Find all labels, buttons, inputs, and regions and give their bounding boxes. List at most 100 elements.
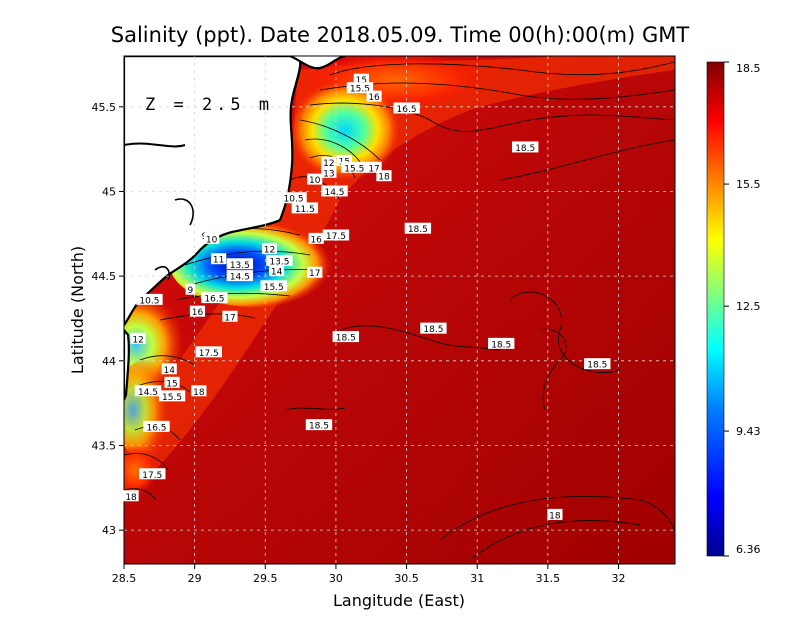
contour-label: 13 [321,166,337,179]
contour-label-box [321,185,348,197]
contour-label: 16 [366,90,382,103]
contour-label-box [341,161,368,173]
contour-label-box [261,243,278,255]
chart-title: Salinity (ppt). Date 2018.05.09. Time 00… [111,23,690,47]
contour-label: 15.5 [341,161,368,174]
contour-label-box [584,358,611,370]
colorbar-tick-label: 12.5 [736,300,761,313]
contour-label: 12 [321,156,337,169]
contour-label: 18.5 [404,222,432,235]
depth-annotation: Z = 2.5 m [145,95,273,115]
contour-label: 10 [307,173,323,186]
contour-label-box [134,385,162,397]
contour-label: 12 [130,332,146,345]
contour-label-text: 14 [163,366,175,376]
y-tick-label: 45.5 [92,101,117,114]
contour-label-box [266,254,293,266]
contour-label-box [346,82,374,94]
contour-label-box [185,283,196,295]
contour-label-text: 15.5 [264,283,284,293]
contour-label-box [488,337,515,349]
colorbar [706,61,725,557]
contour-label-text: 13.5 [230,261,250,271]
contour-label-text: 16 [368,93,380,103]
x-tick-label: 32 [611,572,625,585]
colorbar-tick-label: 6.36 [736,543,761,556]
contour-label-text: 15 [356,76,367,86]
contour-label-box [189,305,206,317]
contour-label-text: 17 [224,313,235,323]
contour-label: 14 [161,363,177,376]
danube-plume [170,223,340,307]
contour-label: 18.5 [420,322,447,335]
contour-label-text: 18.5 [587,361,607,371]
contour-label-box [222,310,238,322]
contour-label: 17.5 [322,229,350,242]
contour-label-text: 13 [323,169,334,179]
contour-label-text: 17.5 [199,349,219,359]
colorbar-tick-label: 15.5 [736,178,761,191]
contour-label-box [353,73,369,85]
y-tick-label: 44.5 [92,270,117,283]
contour-label: 16.5 [393,102,420,115]
contour-label: 18.5 [488,337,515,350]
contour-label: 18 [547,508,563,521]
y-axis-label: Latitude (North) [68,246,87,374]
contour-label-text: 10 [309,176,321,186]
contour-label: 12 [261,243,278,256]
contour-label-box [307,266,323,278]
contour-label-text: 18 [125,493,137,503]
contour-label-text: 14.5 [230,273,250,283]
contour-label-text: 15.5 [344,164,364,174]
contour-label: 15.5 [158,390,186,403]
contour-label: 17.5 [139,468,166,481]
contour-label-box [226,270,254,282]
contour-label-box [321,166,337,178]
contour-label: 13.5 [226,258,254,271]
contour-label: 14.5 [226,270,254,283]
contour-label: 9 [185,283,196,296]
contour-label-text: 12 [132,335,143,345]
y-tick-label: 43 [102,524,116,537]
contour-label-box [211,253,227,265]
contour-label-box [376,170,392,182]
contour-label-text: 15.5 [162,393,182,403]
contour-label-text: 16.5 [397,105,417,115]
contour-label-box [268,265,285,277]
contour-label-text: 10.5 [284,195,304,205]
contour-label: 18.5 [305,419,333,432]
x-tick-label: 31.5 [536,572,561,585]
contour-label-text: 14 [271,268,283,278]
contour-label: 17 [222,310,238,323]
contour-label: 18 [191,385,207,398]
contour-label: 18.5 [584,358,611,371]
land-areas [124,56,346,401]
contour-label: 15 [353,73,369,86]
contour-label-text: 15 [166,379,177,389]
contour-label-box [164,376,180,388]
contour-label-box [512,141,539,153]
contour-label: 15 [164,376,180,389]
contour-label: 18.5 [512,141,539,154]
contour-label: 10.5 [136,293,163,306]
contour-label: 15.5 [260,280,287,293]
contour-label-text: 14.5 [324,188,344,198]
contour-label-text: 17.5 [142,471,162,481]
contour-label: 17 [307,266,323,279]
contour-lines [124,61,675,561]
contour-label: 10 [203,232,220,245]
contour-label-box [393,102,420,114]
contour-label-text: 18.5 [408,225,428,235]
contour-label-text: 11 [213,256,224,266]
contour-label: 16.5 [143,420,170,433]
contour-label-box [366,90,382,102]
y-tick-label: 45 [102,185,116,198]
plot-frame [123,55,676,565]
x-axis-ticks: 28.5 29 29.5 30 30.5 31 31.5 32 [112,564,625,585]
contour-label-text: 11.5 [295,205,315,215]
contour-label-box [143,420,170,432]
contour-label-text: 16 [192,308,204,318]
contour-label-text: 18.5 [423,325,443,335]
contour-label-box [307,173,323,185]
